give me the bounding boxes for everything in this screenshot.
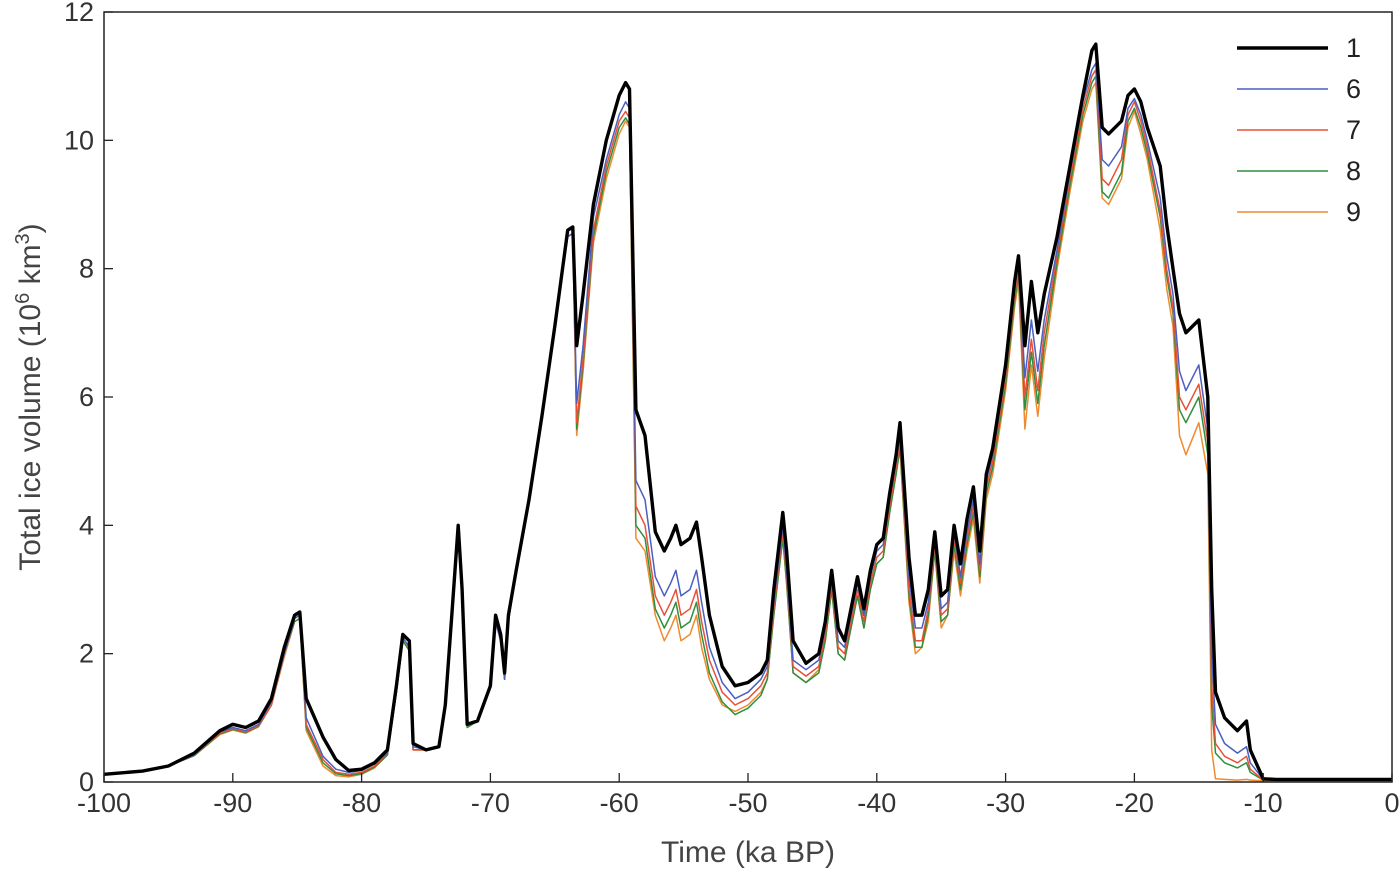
x-tick-label: 0 <box>1384 788 1399 818</box>
y-tick-label: 10 <box>64 125 94 155</box>
series-line-1 <box>103 42 1392 782</box>
x-tick-label: -70 <box>471 788 510 818</box>
x-tick-label: -80 <box>342 788 381 818</box>
y-tick-label: 4 <box>79 510 94 540</box>
y-tick-label: 8 <box>79 254 94 284</box>
y-axis-label-exponent-1: 6 <box>12 293 34 304</box>
x-axis: -100 -90 -80 -70 -60 -50 -40 -30 -20 -10 0 <box>77 773 1400 818</box>
y-tick-label: 2 <box>79 639 94 669</box>
legend: 1 6 7 8 9 <box>1237 33 1361 227</box>
y-tick-label: 0 <box>79 767 94 797</box>
y-axis: 0 2 4 6 8 10 12 <box>64 0 113 797</box>
x-tick-label: -90 <box>213 788 252 818</box>
y-tick-label: 12 <box>64 0 94 27</box>
y-axis-label-exponent-2: 3 <box>12 233 34 244</box>
legend-label-9: 9 <box>1346 197 1361 227</box>
x-axis-label: Time (ka BP) <box>661 836 835 869</box>
series-layer <box>103 42 1392 782</box>
legend-label-8: 8 <box>1346 156 1361 186</box>
series-line-6 <box>103 62 1392 781</box>
y-tick-label: 6 <box>79 382 94 412</box>
series-line-9 <box>103 81 1392 782</box>
x-tick-label: -100 <box>77 788 131 818</box>
legend-label-1: 1 <box>1346 33 1361 63</box>
y-axis-label-prefix: Total ice volume (10 <box>14 304 47 571</box>
x-tick-label: -20 <box>1115 788 1154 818</box>
y-axis-label: Total ice volume (106 km3) <box>12 223 47 570</box>
x-tick-label: -40 <box>857 788 896 818</box>
legend-label-6: 6 <box>1346 74 1361 104</box>
y-axis-label-suffix: ) <box>14 223 47 233</box>
x-tick-label: -30 <box>986 788 1025 818</box>
legend-label-7: 7 <box>1346 115 1361 145</box>
x-tick-label: -60 <box>600 788 639 818</box>
series-line-8 <box>103 75 1392 781</box>
y-axis-label-middle: km <box>14 244 47 292</box>
x-tick-label: -10 <box>1244 788 1283 818</box>
x-tick-label: -50 <box>728 788 767 818</box>
